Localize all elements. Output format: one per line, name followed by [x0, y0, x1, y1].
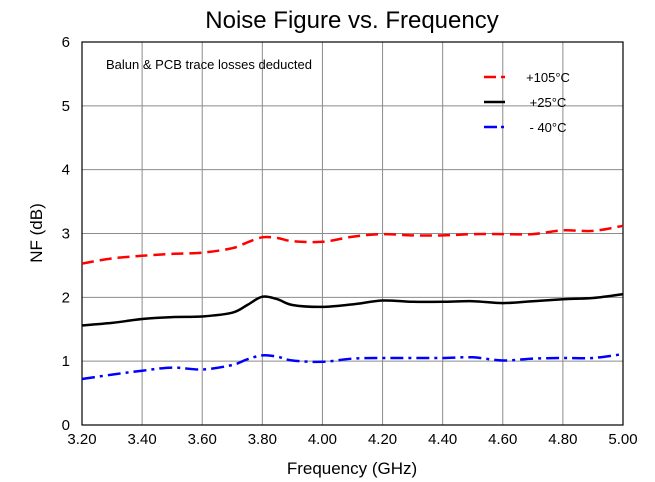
x-tick-label: 3.20	[67, 431, 96, 448]
tick-labels: 3.20 3.40 3.60 3.80 4.00 4.20 4.40 4.60 4.80 5.00…	[62, 34, 638, 448]
x-tick-label: 4.40	[428, 431, 457, 448]
y-tick-label: 1	[62, 353, 70, 370]
legend-label: +105°C	[526, 70, 570, 85]
x-tick-label: 4.80	[548, 431, 577, 448]
series-group	[81, 224, 624, 381]
series-line	[81, 352, 624, 381]
legend-label: - 40°C	[530, 120, 567, 135]
annotation-text: Balun & PCB trace losses deducted	[106, 57, 312, 72]
y-tick-label: 2	[62, 289, 70, 306]
x-tick-label: 4.20	[368, 431, 397, 448]
x-tick-label: 3.40	[128, 431, 157, 448]
y-axis-label: NF (dB)	[27, 203, 46, 263]
x-tick-label: 3.60	[188, 431, 217, 448]
legend: +105°C +25°C - 40°C	[484, 70, 570, 135]
y-tick-label: 5	[62, 98, 70, 115]
grid	[82, 42, 623, 425]
x-tick-label: 4.00	[308, 431, 337, 448]
y-tick-label: 3	[62, 226, 70, 243]
chart-title: Noise Figure vs. Frequency	[205, 7, 498, 34]
plot-area-frame	[81, 41, 624, 426]
series-line	[81, 224, 624, 265]
x-tick-label: 4.60	[488, 431, 517, 448]
legend-label: +25°C	[530, 95, 567, 110]
series-line	[81, 292, 624, 327]
x-tick-label: 5.00	[608, 431, 637, 448]
y-tick-label: 4	[62, 162, 70, 179]
y-tick-label: 0	[62, 417, 70, 434]
x-axis-label: Frequency (GHz)	[287, 459, 417, 478]
x-tick-label: 3.80	[248, 431, 277, 448]
y-tick-label: 6	[62, 34, 70, 51]
